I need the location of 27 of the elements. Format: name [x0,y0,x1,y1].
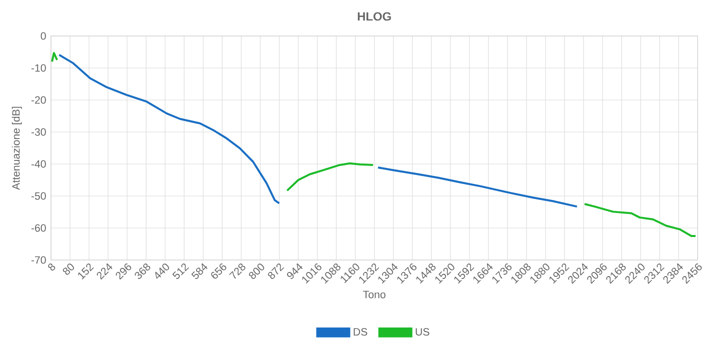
y-tick-label: -40 [31,160,46,168]
x-axis-title: Tono [363,290,386,298]
x-tick-label: 512 [172,264,189,279]
legend-label: DS [354,328,368,336]
x-tick-label: 80 [62,264,74,275]
y-tick-label: -10 [31,64,46,72]
y-tick-label: -70 [31,256,46,264]
y-tick-label: -60 [31,224,46,232]
y-tick-label: -30 [31,128,46,136]
y-tick-label: 0 [40,32,46,40]
chart-title: HLOG [358,12,391,21]
y-axis-title: Attenuazione [dB] [12,106,22,190]
x-tick-label: 368 [134,264,150,279]
x-tick-label: 152 [78,264,94,280]
x-tick-label: 872 [268,264,284,279]
x-tick-label: 944 [287,263,303,279]
x-tick-label: 224 [96,263,112,280]
x-tick-label: 296 [116,263,132,280]
x-tick-label: 440 [155,264,170,279]
x-tick-label: 656 [211,263,226,279]
x-tick-label: 800 [248,264,264,279]
legend-label: US [416,328,430,336]
x-tick-label: 8 [48,264,56,271]
y-tick-label: -20 [31,96,46,104]
x-tick-label: 728 [229,264,246,279]
y-tick-label: -50 [31,192,46,200]
x-tick-label: 584 [191,263,208,279]
